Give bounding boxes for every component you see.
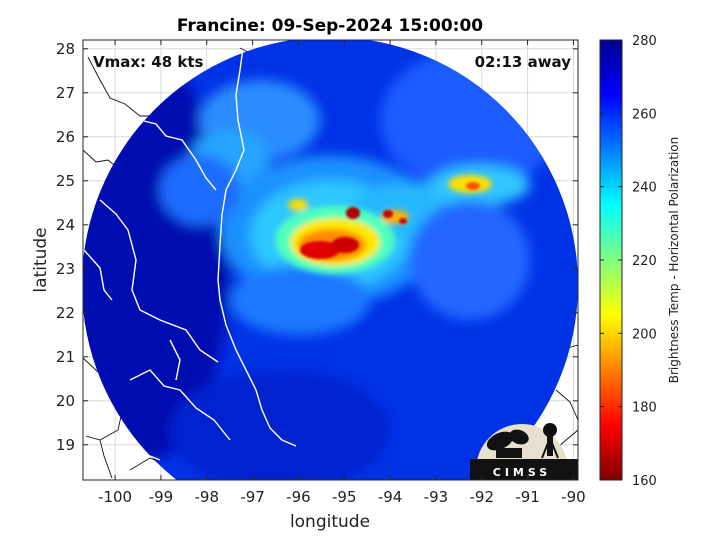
y-tick-label: 28	[56, 40, 75, 58]
southern-band	[230, 265, 370, 335]
core-west	[300, 241, 340, 259]
x-tick-label: -90	[561, 488, 586, 506]
swath-cores	[300, 182, 480, 259]
texas-mexico-coast	[217, 47, 297, 447]
state-border-3	[99, 439, 113, 479]
swath	[83, 40, 578, 480]
x-tick-label: -100	[98, 488, 132, 506]
core-east-cell	[383, 210, 393, 218]
vmax-annotation: Vmax: 48 kts	[93, 53, 203, 71]
chart-title: Francine: 09-Sep-2024 15:00:00	[177, 16, 483, 36]
logo-text: CIMSS	[493, 466, 551, 479]
dark-region-south	[170, 370, 390, 480]
logo-dish-left	[486, 431, 514, 451]
y-tick-label: 25	[56, 172, 75, 190]
logo-tower-legs	[541, 435, 559, 459]
logo-dish-base	[496, 448, 522, 458]
colorbar-tick-label: 180	[632, 401, 657, 416]
state-border-a	[139, 119, 217, 191]
y-tick-label: 21	[56, 348, 75, 366]
state-border-b	[99, 199, 219, 363]
x-tick-label: -91	[515, 488, 540, 506]
state-border-e	[169, 339, 181, 381]
colorbar-label: Brightness Temp - Horizontal Polarizatio…	[667, 137, 681, 384]
colorbar-tick-label: 260	[632, 107, 657, 122]
x-tick-label: -96	[286, 488, 311, 506]
x-tick-label: -95	[332, 488, 357, 506]
state-border-c	[83, 249, 113, 301]
x-tick-labels: -100 -99 -98 -97 -96 -95 -94 -93 -92 -91 -90	[98, 488, 586, 506]
core-west-2	[331, 237, 359, 253]
x-tick-label: -98	[195, 488, 220, 506]
x-axis-label: longitude	[290, 512, 370, 532]
eastern-region	[410, 200, 530, 320]
logo-tower-body	[547, 436, 553, 456]
time-away-annotation: 02:13 away	[475, 53, 572, 71]
logo-ground	[470, 459, 578, 480]
y-tick-label: 22	[56, 304, 75, 322]
x-tick-label: -94	[378, 488, 403, 506]
y-axis-label: latitude	[31, 227, 51, 292]
y-tick-label: 27	[56, 84, 75, 102]
core-east-cell-2	[399, 218, 407, 224]
y-tick-label: 20	[56, 392, 75, 410]
plot-frame	[82, 39, 579, 481]
y-tick-marks	[83, 48, 578, 446]
colorbar-tick-label: 160	[632, 474, 657, 489]
colorbar-ticks	[600, 39, 622, 481]
colorbar-tick-label: 220	[632, 254, 657, 269]
logo-tower-top	[543, 423, 557, 437]
x-tick-label: -93	[424, 488, 449, 506]
x-tick-marks	[114, 40, 574, 480]
x-tick-label: -97	[240, 488, 265, 506]
state-border-d	[129, 369, 231, 441]
y-tick-label: 23	[56, 260, 75, 278]
y-tick-label: 19	[56, 436, 75, 454]
x-tick-label: -99	[149, 488, 174, 506]
cell-yellow-west	[288, 199, 308, 211]
logo-dish-right	[509, 429, 529, 445]
west-cloud	[160, 155, 240, 225]
y-tick-labels: 19 20 21 22 23 24 25 26 27 28	[56, 40, 75, 454]
cimss-logo: CIMSS	[470, 423, 578, 480]
colorbar-tick-label: 280	[632, 34, 657, 49]
colorbar-tick-label: 240	[632, 181, 657, 196]
core-north	[346, 207, 360, 219]
colorbar: 160 180 200 220 240 260 280 Brightness Temp - …	[599, 34, 681, 489]
y-tick-label: 26	[56, 128, 75, 146]
plot-area: CIMSS Vmax: 48 kts 02:13 away	[83, 40, 578, 480]
colorbar-tick-label: 200	[632, 327, 657, 342]
y-tick-label: 24	[56, 216, 75, 234]
band-core	[466, 182, 480, 190]
x-tick-label: -92	[470, 488, 495, 506]
colorbar-tick-labels: 160 180 200 220 240 260 280	[632, 34, 657, 489]
